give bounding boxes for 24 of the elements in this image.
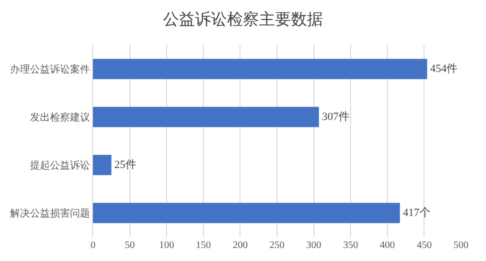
x-tick-label: 450 <box>416 240 432 251</box>
data-label: 307件 <box>322 111 350 123</box>
chart-title: 公益诉讼检察主要数据 <box>163 10 323 28</box>
bar <box>93 58 428 80</box>
x-tick-label: 300 <box>306 240 322 251</box>
bar <box>93 154 112 176</box>
y-tick-label: 发出检察建议 <box>30 112 90 124</box>
y-tick-label: 解决公益损害问题 <box>10 208 90 220</box>
x-tick-label: 0 <box>90 240 96 251</box>
x-tick-label: 200 <box>232 240 248 251</box>
x-tick-label: 400 <box>380 240 395 251</box>
x-tick-label: 500 <box>454 240 468 251</box>
x-tick-label: 50 <box>124 240 135 251</box>
y-tick-label: 办理公益诉讼案件 <box>10 64 90 76</box>
y-tick-label: 提起公益诉讼 <box>30 160 90 172</box>
data-label: 25件 <box>114 159 136 171</box>
data-label: 417个 <box>402 207 430 219</box>
x-tick-label: 150 <box>196 240 211 251</box>
bar <box>93 106 319 128</box>
x-tick-label: 100 <box>159 240 174 251</box>
bar <box>93 202 400 224</box>
data-label: 454件 <box>430 63 458 75</box>
x-tick-label: 250 <box>270 240 284 251</box>
x-tick-label: 350 <box>343 240 358 251</box>
